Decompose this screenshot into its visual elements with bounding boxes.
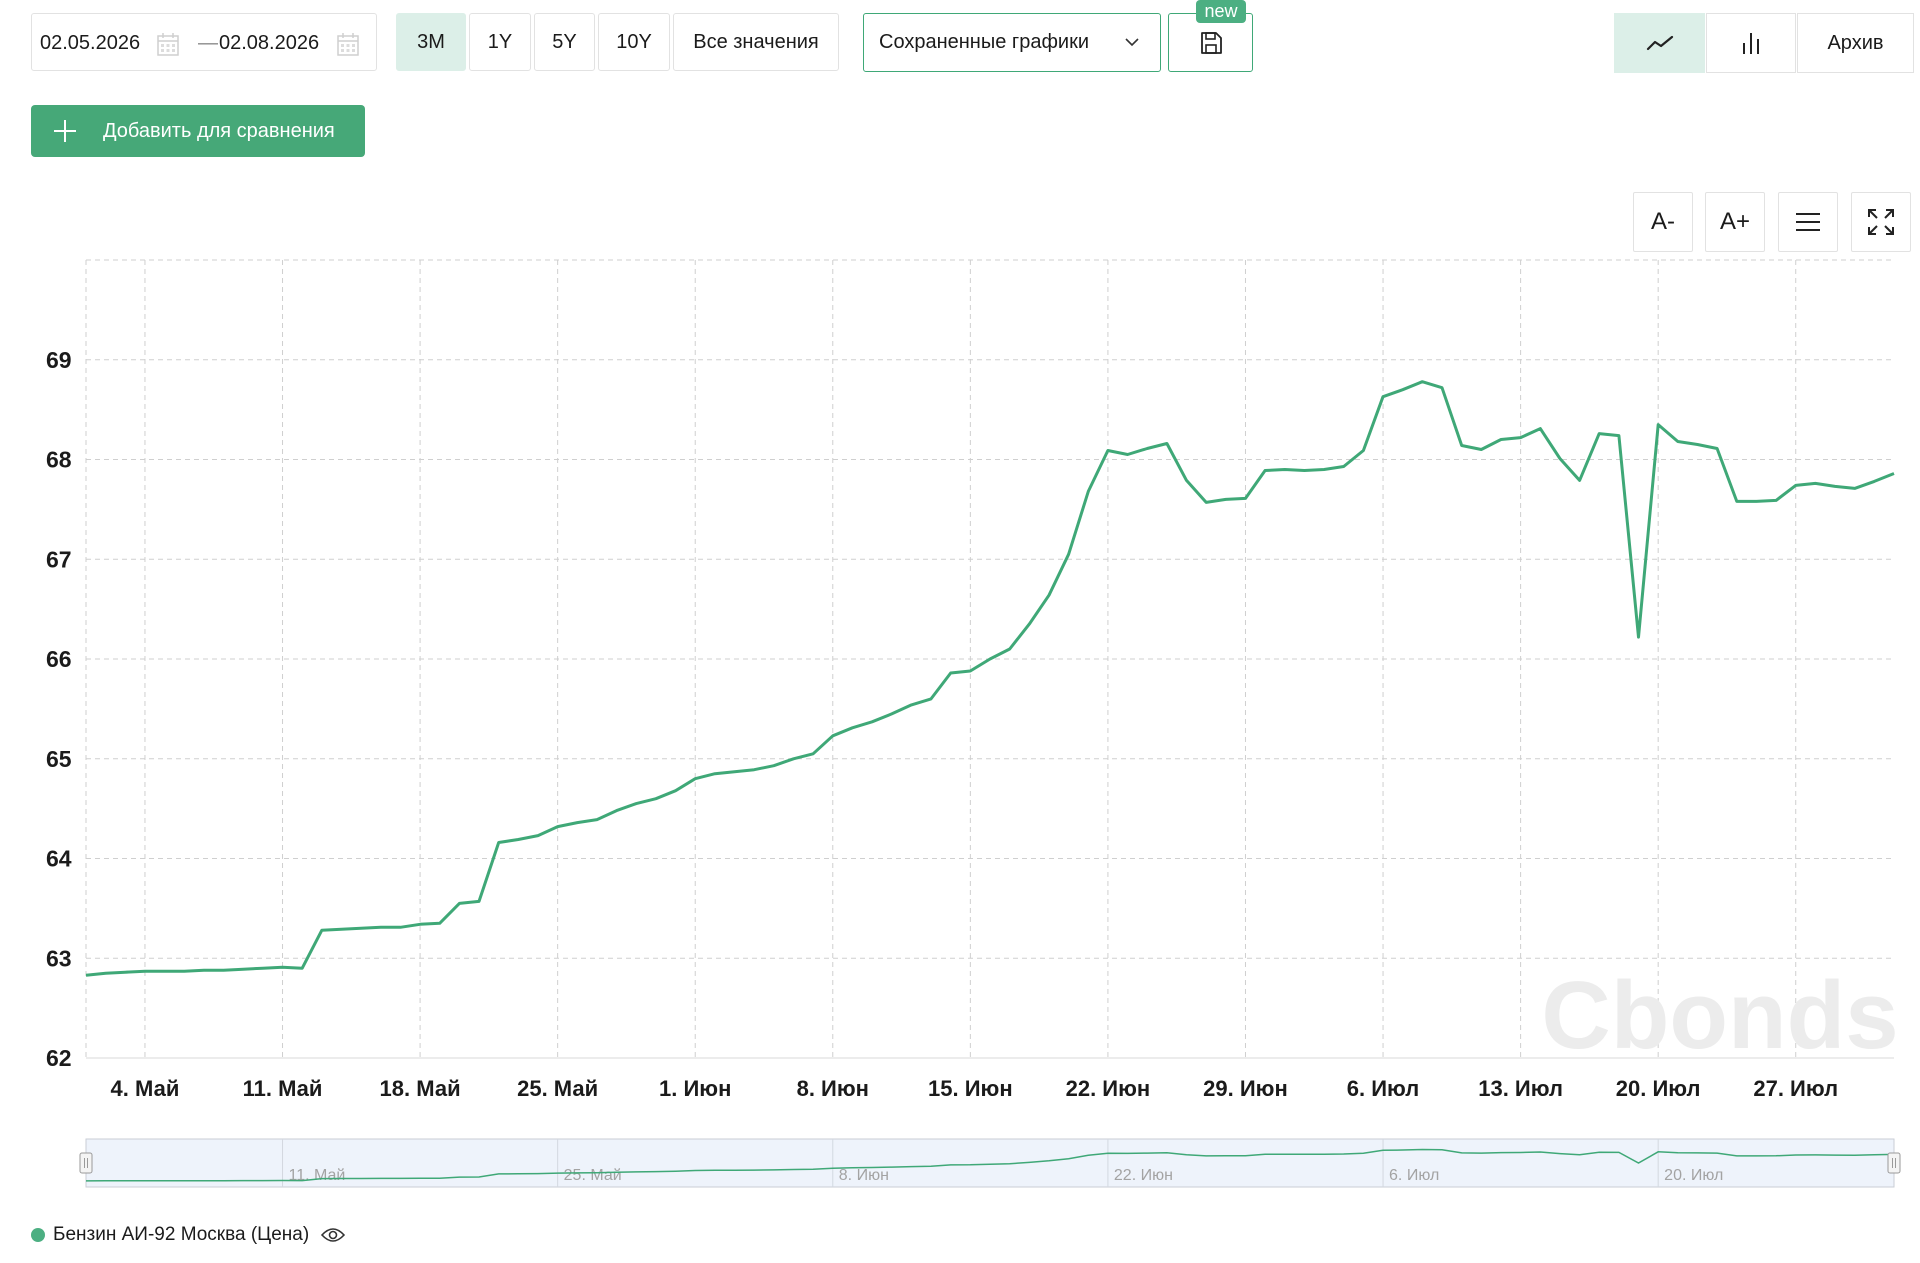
period-3m-button[interactable]: 3M bbox=[396, 13, 466, 71]
navigator-label: 6. Июл bbox=[1389, 1167, 1439, 1184]
navigator-left-handle[interactable] bbox=[79, 1152, 93, 1174]
y-tick-label: 64 bbox=[46, 846, 72, 872]
menu-button[interactable] bbox=[1778, 192, 1838, 252]
chart-type-selector: Архив bbox=[1613, 13, 1914, 73]
y-axis: 62 63 64 65 66 67 68 69 bbox=[46, 347, 72, 1071]
legend-label: Бензин АИ-92 Москва (Цена) bbox=[53, 1224, 310, 1245]
x-tick-label: 13. Июл bbox=[1478, 1076, 1563, 1101]
navigator-label: 8. Июн bbox=[839, 1167, 889, 1184]
x-tick-label: 20. Июл bbox=[1616, 1076, 1701, 1101]
series-line bbox=[85, 380, 1895, 977]
navigator-label: 25. Май bbox=[564, 1167, 622, 1184]
x-tick-label: 4. Май bbox=[111, 1076, 180, 1101]
line-chart-icon bbox=[1646, 35, 1673, 51]
new-badge: new bbox=[1196, 0, 1246, 23]
eye-icon[interactable] bbox=[321, 1227, 346, 1243]
bar-chart-icon bbox=[1743, 33, 1759, 54]
plus-icon bbox=[54, 120, 76, 142]
x-tick-label: 22. Июн bbox=[1066, 1076, 1151, 1101]
period-selector: 3M 1Y 5Y 10Y Все значения bbox=[396, 13, 842, 71]
navigator-line bbox=[85, 1148, 1895, 1182]
x-tick-label: 6. Июл bbox=[1347, 1076, 1420, 1101]
navigator-label: 11. Май bbox=[289, 1167, 346, 1184]
navigator-label: 20. Июл bbox=[1664, 1167, 1723, 1184]
legend-color-dot bbox=[31, 1228, 45, 1242]
x-tick-label: 25. Май bbox=[517, 1076, 598, 1101]
period-1y-button[interactable]: 1Y bbox=[469, 13, 531, 71]
toolbar: 02.05.2026 — 02.08.2026 3M 1Y 5Y 10Y Все… bbox=[0, 0, 1920, 80]
floppy-disk-icon bbox=[1201, 32, 1222, 54]
date-from-input[interactable]: 02.05.2026 bbox=[40, 32, 141, 54]
x-axis: 4. Май 11. Май 18. Май 25. Май 1. Июн 8. Июн 1… bbox=[111, 1076, 1839, 1101]
chevron-down-icon bbox=[1125, 38, 1139, 47]
hamburger-icon bbox=[1796, 213, 1820, 231]
period-all-button[interactable]: Все значения bbox=[673, 13, 839, 71]
font-increase-button[interactable]: A+ bbox=[1705, 192, 1765, 252]
date-to-input[interactable]: 02.08.2026 bbox=[219, 32, 320, 54]
navigator-labels: 11. Май 25. Май 8. Июн 22. Июн 6. Июл 20. Июл bbox=[282, 1139, 1723, 1187]
x-tick-label: 15. Июн bbox=[928, 1076, 1013, 1101]
navigator-track[interactable] bbox=[85, 1138, 1895, 1188]
x-tick-label: 18. Май bbox=[380, 1076, 461, 1101]
font-decrease-button[interactable]: A- bbox=[1633, 192, 1693, 252]
price-chart[interactable]: Cbonds 62 63 64 65 66 67 68 69 4. Май 11. Май 18.… bbox=[0, 250, 1920, 1190]
x-tick-label: 29. Июн bbox=[1203, 1076, 1288, 1101]
y-tick-label: 69 bbox=[46, 347, 72, 373]
y-tick-label: 67 bbox=[46, 546, 72, 572]
navigator-label: 22. Июн bbox=[1114, 1167, 1173, 1184]
date-range: 02.05.2026 — 02.08.2026 bbox=[31, 13, 377, 71]
add-compare-button[interactable]: Добавить для сравнения bbox=[31, 105, 365, 157]
bar-chart-button[interactable] bbox=[1706, 13, 1796, 73]
x-tick-label: 8. Июн bbox=[797, 1076, 869, 1101]
y-tick-label: 62 bbox=[46, 1045, 72, 1071]
y-tick-label: 63 bbox=[46, 945, 72, 971]
fullscreen-icon bbox=[1868, 209, 1894, 235]
chart-legend[interactable]: Бензин АИ-92 Москва (Цена) bbox=[31, 1220, 346, 1250]
x-tick-label: 11. Май bbox=[243, 1076, 323, 1101]
range-navigator[interactable]: 11. Май 25. Май 8. Июн 22. Июн 6. Июл 20. Июл bbox=[79, 1138, 1901, 1188]
date-separator: — bbox=[198, 32, 218, 54]
x-tick-label: 27. Июл bbox=[1753, 1076, 1838, 1101]
period-10y-button[interactable]: 10Y bbox=[598, 13, 670, 71]
fullscreen-button[interactable] bbox=[1851, 192, 1911, 252]
calendar-icon[interactable] bbox=[337, 32, 359, 56]
y-tick-label: 65 bbox=[46, 746, 72, 772]
saved-charts-select[interactable]: Сохраненные графики bbox=[863, 13, 1161, 72]
add-compare-label: Добавить для сравнения bbox=[103, 120, 335, 142]
cbonds-watermark: Cbonds bbox=[1541, 962, 1898, 1069]
y-tick-label: 66 bbox=[46, 646, 72, 672]
x-tick-label: 1. Июн bbox=[659, 1076, 731, 1101]
saved-charts-label: Сохраненные графики bbox=[879, 31, 1089, 53]
archive-button[interactable]: Архив bbox=[1797, 13, 1914, 73]
line-chart-button[interactable] bbox=[1614, 13, 1705, 73]
calendar-icon[interactable] bbox=[157, 32, 179, 56]
period-5y-button[interactable]: 5Y bbox=[534, 13, 595, 71]
navigator-right-handle[interactable] bbox=[1887, 1152, 1901, 1174]
y-tick-label: 68 bbox=[46, 447, 72, 473]
